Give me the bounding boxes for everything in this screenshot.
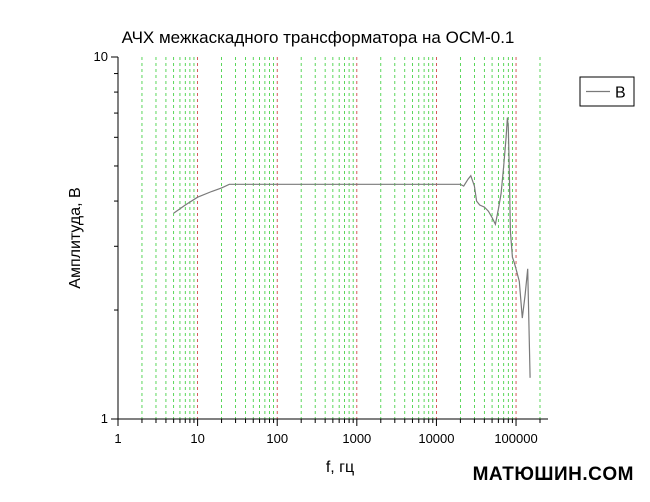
gridlines <box>141 57 541 419</box>
y-tick-label: 10 <box>94 49 108 64</box>
series-line <box>173 117 531 378</box>
x-axis-ticks: 1 10 100 1000 10000 100000 <box>114 419 541 446</box>
x-axis-label: f, гц <box>326 459 354 476</box>
x-tick-label: 10000 <box>418 431 454 446</box>
legend-label: B <box>615 85 626 102</box>
y-axis-ticks: 1 10 <box>94 49 118 426</box>
x-tick-label: 10 <box>190 431 204 446</box>
y-tick-label: 1 <box>101 411 108 426</box>
x-tick-label: 100 <box>266 431 288 446</box>
watermark-text: МАТЮШИН.COM <box>472 464 634 485</box>
x-tick-label: 100000 <box>494 431 537 446</box>
series-layer <box>173 117 531 378</box>
x-tick-label: 1 <box>114 431 121 446</box>
x-tick-label: 1000 <box>342 431 371 446</box>
legend: B <box>579 76 635 107</box>
chart-title: АЧХ межкаскадного трансформатора на ОСМ-… <box>122 28 515 47</box>
y-axis-label: Амплитуда, В <box>67 187 84 288</box>
